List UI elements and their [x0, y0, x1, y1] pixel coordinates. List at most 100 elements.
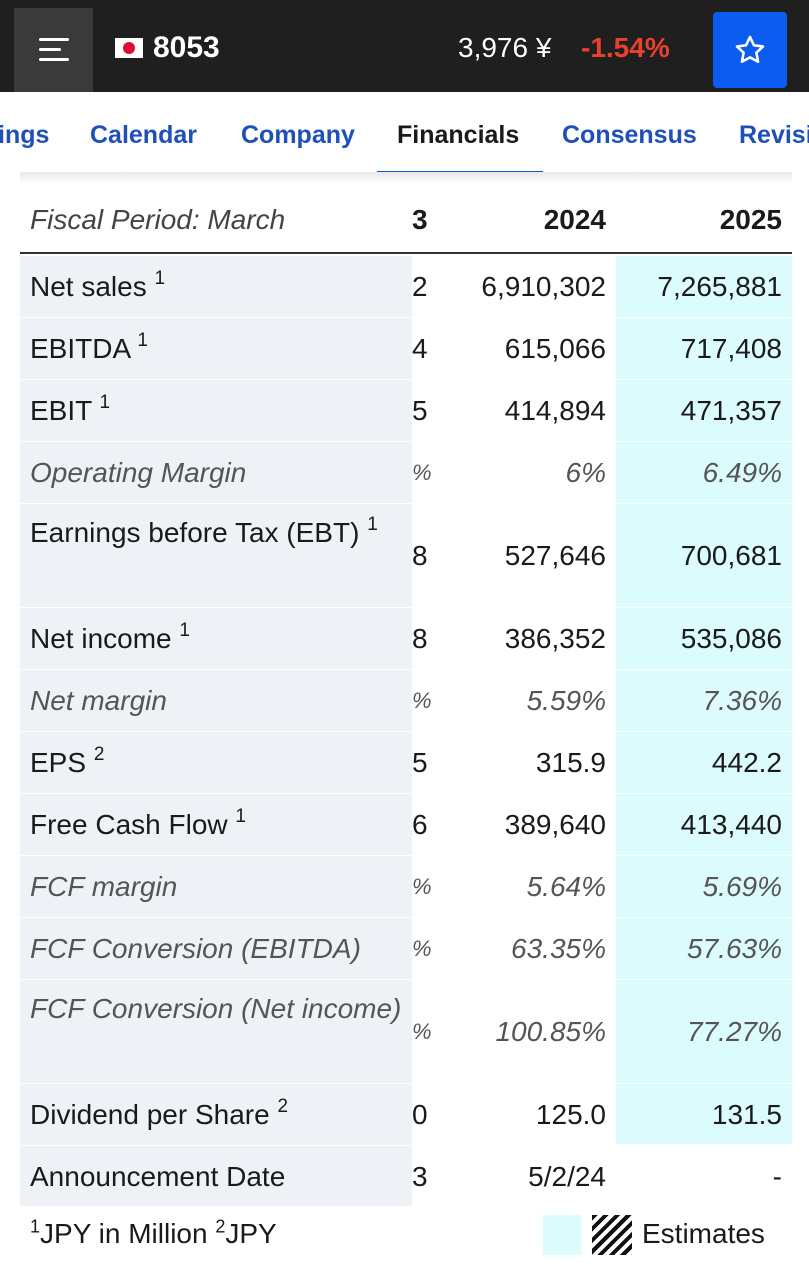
stock-price: 3,976 ¥ [458, 32, 552, 63]
row-label-text: Dividend per Share [30, 1099, 270, 1130]
row-label: Earnings before Tax (EBT) 1 [30, 513, 402, 550]
cut-column-value: 0 [412, 1099, 428, 1130]
cut-column-value: 2 [412, 271, 428, 302]
row-label-text: EPS [30, 747, 87, 778]
row-label: EPS 2 [30, 743, 402, 780]
cut-column-value: 8 [412, 623, 428, 654]
value-2024: 414,894 [504, 395, 606, 426]
value-2025: 57.63% [687, 933, 782, 964]
row-label-text: Free Cash Flow [30, 809, 228, 840]
value-2025: 471,357 [680, 395, 782, 426]
value-2025: 717,408 [680, 333, 782, 364]
table-row: Net income 1 8 386,352 535,086 [20, 608, 792, 670]
cut-column-value: % [412, 874, 432, 899]
footnote-marker: 1 [367, 513, 378, 535]
row-label-text: EBIT [30, 395, 92, 426]
table-row: FCF margin% 5.64% 5.69% [20, 856, 792, 918]
table-row: Net margin% 5.59% 7.36% [20, 670, 792, 732]
row-label: Net margin [30, 684, 402, 718]
row-label: FCF margin [30, 870, 402, 904]
price-change: -1.54% [581, 32, 670, 63]
value-2024: 5.59% [526, 685, 606, 716]
column-header-2024: 2024 [543, 204, 606, 235]
column-header-cut: 3 [412, 204, 428, 235]
table-row: Earnings before Tax (EBT) 1 8 527,646 700,6… [20, 504, 792, 608]
ticker-symbol: 8053 [153, 31, 220, 64]
row-label-text: FCF margin [30, 871, 178, 902]
row-label-text: Net margin [30, 685, 167, 716]
value-2025: 6.49% [702, 457, 782, 488]
row-label: Announcement Date [30, 1160, 402, 1194]
value-2024: 386,352 [504, 623, 606, 654]
cut-column-value: 5 [412, 747, 428, 778]
estimates-legend-swatch [543, 1215, 581, 1255]
value-2024: 527,646 [504, 540, 606, 571]
row-label: EBITDA 1 [30, 329, 402, 366]
cut-column-value: 6 [412, 809, 428, 840]
cut-column-value: 3 [412, 1161, 428, 1192]
row-label: FCF Conversion (Net income) [30, 992, 402, 1026]
row-label-text: Net income [30, 623, 172, 654]
table-row: Net sales 1 2 6,910,302 7,265,881 [20, 256, 792, 318]
row-label-text: FCF Conversion (EBITDA) [30, 933, 361, 964]
footnote-marker: 1 [179, 619, 190, 641]
footnote-marker: 1 [235, 805, 246, 827]
cut-column-value: % [412, 688, 432, 713]
value-2024: 5.64% [526, 871, 606, 902]
value-2025: 7,265,881 [657, 271, 782, 302]
value-2024: 615,066 [504, 333, 606, 364]
table-row: EBITDA 1 4 615,066 717,408 [20, 318, 792, 380]
japan-flag-icon [115, 38, 143, 58]
tab-financials[interactable]: Financials [397, 121, 520, 149]
tab-ratings[interactable]: ings [0, 121, 50, 149]
value-2025: 535,086 [680, 623, 782, 654]
value-2024: 100.85% [495, 1016, 606, 1047]
tabs-divider [20, 172, 792, 184]
value-2025: 5.69% [702, 871, 782, 902]
value-2025: 131.5 [711, 1099, 782, 1130]
units-footnote: 1JPY in Million 2JPY [30, 1216, 277, 1249]
fiscal-period-label: Fiscal Period: March [30, 204, 286, 235]
row-label-text: Net sales [30, 271, 147, 302]
value-2025: - [772, 1161, 782, 1192]
cut-column-value: % [412, 1019, 432, 1044]
value-2024: 315.9 [535, 747, 606, 778]
cut-column-value: 8 [412, 540, 428, 571]
hamburger-icon-line [39, 58, 69, 61]
value-2024: 389,640 [504, 809, 606, 840]
value-2025: 700,681 [680, 540, 782, 571]
table-row: Operating Margin% 6% 6.49% [20, 442, 792, 504]
watchlist-button[interactable] [713, 12, 787, 88]
footnote-marker: 1 [99, 391, 111, 413]
estimates-legend-label: Estimates [642, 1218, 765, 1249]
footnote-marker: 2 [93, 743, 105, 765]
footnote-marker: 1 [137, 329, 148, 351]
value-2025: 7.36% [702, 685, 782, 716]
row-label-text: Announcement Date [30, 1161, 286, 1192]
row-label-text: Operating Margin [30, 457, 247, 488]
top-bar: 8053 3,976 ¥ -1.54% [0, 0, 809, 92]
table-row: Announcement Date 3 5/2/24 - [20, 1146, 792, 1208]
value-2025: 442.2 [711, 747, 782, 778]
value-2024: 5/2/24 [528, 1161, 606, 1192]
value-2025: 77.27% [687, 1016, 782, 1047]
table-row: Free Cash Flow 1 6 389,640 413,440 [20, 794, 792, 856]
row-label: Free Cash Flow 1 [30, 805, 402, 842]
row-label: Dividend per Share 2 [30, 1095, 402, 1132]
footnote-marker: 2 [277, 1095, 289, 1117]
tab-company[interactable]: Company [241, 121, 355, 149]
value-2024: 125.0 [535, 1099, 606, 1130]
estimates-column-background [616, 256, 792, 1144]
menu-button[interactable] [14, 8, 93, 92]
hamburger-icon-line [39, 48, 61, 51]
value-2024: 6,910,302 [481, 271, 606, 302]
tab-revisions[interactable]: Revisi [739, 121, 809, 149]
star-icon [735, 35, 765, 64]
cut-column-value: 4 [412, 333, 428, 364]
tab-consensus[interactable]: Consensus [562, 121, 697, 149]
value-2025: 413,440 [680, 809, 782, 840]
row-label-text: FCF Conversion (Net income) [30, 993, 402, 1024]
tab-calendar[interactable]: Calendar [90, 121, 197, 149]
table-header: Fiscal Period: March 3 2024 2025 [20, 186, 792, 254]
row-label: EBIT 1 [30, 391, 402, 428]
